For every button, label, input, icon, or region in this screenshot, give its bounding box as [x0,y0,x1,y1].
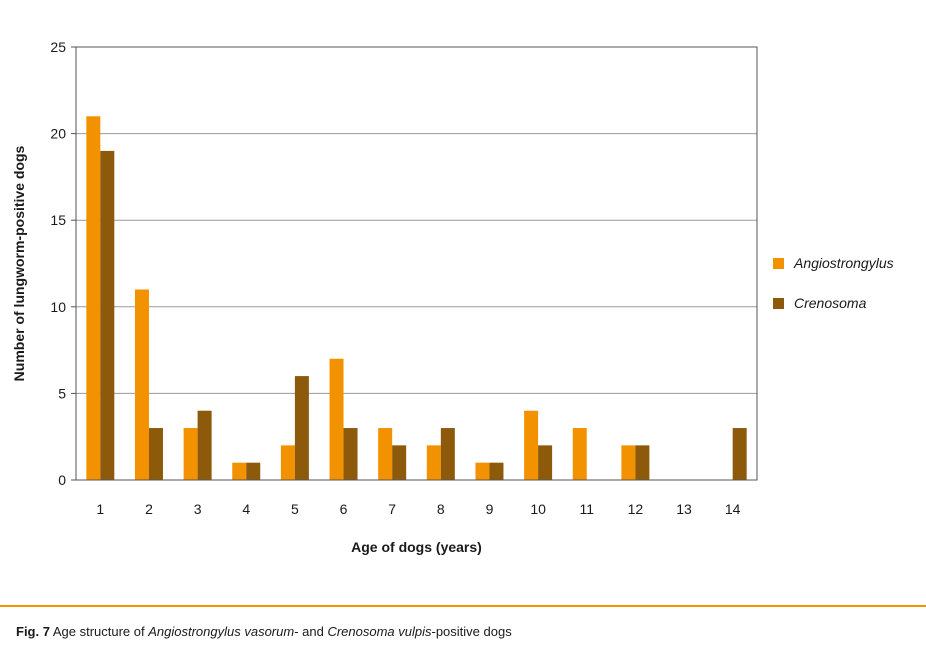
legend: Angiostrongylus Crenosoma [773,255,894,311]
x-tick-label: 10 [530,501,546,517]
x-axis-title: Age of dogs (years) [351,539,482,555]
y-tick-label: 5 [58,385,66,401]
bar-crenosoma-5 [294,376,309,480]
caption-species: Crenosoma vulpis [327,624,432,639]
x-tick-label: 5 [291,501,299,517]
bar-crenosoma-3 [197,410,212,480]
x-tick-label: 11 [579,501,594,517]
legend-swatch-angiostrongylus [773,258,784,269]
y-axis-title: Number of lungworm-positive dogs [11,145,27,381]
x-tick-label: 8 [437,501,445,517]
bar-angiostrongylus-1 [86,116,101,480]
bar-angiostrongylus-9 [475,462,490,480]
bar-angiostrongylus-12 [621,445,636,480]
y-axis-ticks: 0 5 10 15 20 25 [50,39,76,488]
bars [86,116,747,481]
bar-crenosoma-6 [343,428,358,480]
x-tick-label: 14 [725,501,741,517]
bar-angiostrongylus-3 [183,428,198,480]
caption-text: -positive dogs [431,624,512,639]
bar-crenosoma-2 [148,428,163,480]
bar-crenosoma-1 [100,150,115,481]
plot-frame [75,46,758,481]
x-tick-label: 4 [242,501,250,517]
y-tick-label: 20 [50,126,66,142]
y-tick-label: 25 [50,39,66,55]
x-tick-label: 2 [145,501,153,517]
bar-crenosoma-4 [246,462,261,480]
y-tick-label: 0 [58,472,66,488]
caption-divider [0,605,926,607]
caption-species: Angiostrongylus vasorum [148,624,295,639]
bar-crenosoma-14 [732,428,747,480]
x-tick-label: 7 [388,501,396,517]
bar-angiostrongylus-11 [572,428,587,480]
bar-crenosoma-12 [635,445,650,480]
caption-text: Age structure of [49,624,149,639]
figure-number: Fig. 7 [16,624,50,639]
bar-crenosoma-8 [440,428,455,480]
bar-angiostrongylus-2 [134,289,149,480]
bar-angiostrongylus-6 [329,358,344,480]
y-tick-label: 10 [50,299,66,315]
bar-crenosoma-10 [538,445,553,480]
x-tick-label: 13 [676,501,692,517]
legend-label-angiostrongylus: Angiostrongylus [793,255,894,271]
figure-caption: Fig. 7 Age structure of Angiostrongylus … [16,624,512,639]
grid-lines [76,133,757,394]
legend-swatch-crenosoma [773,298,784,309]
x-tick-label: 9 [486,501,494,517]
bar-angiostrongylus-10 [524,410,539,480]
y-tick-label: 15 [50,212,66,228]
x-tick-label: 3 [194,501,202,517]
bar-crenosoma-7 [392,445,407,480]
bar-crenosoma-9 [489,462,504,480]
bar-angiostrongylus-4 [232,462,247,480]
x-tick-label: 12 [628,501,644,517]
bar-angiostrongylus-8 [426,445,441,480]
bar-angiostrongylus-7 [378,428,393,480]
x-tick-label: 1 [96,501,104,517]
legend-label-crenosoma: Crenosoma [794,295,867,311]
caption-text: - and [294,624,328,639]
bar-angiostrongylus-5 [280,445,295,480]
x-axis-ticks: 1 2 3 4 5 6 7 8 9 10 11 12 13 14 [96,501,740,517]
x-tick-label: 6 [340,501,348,517]
